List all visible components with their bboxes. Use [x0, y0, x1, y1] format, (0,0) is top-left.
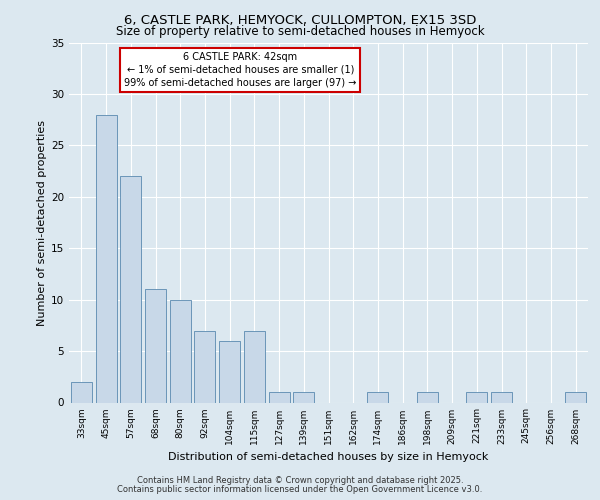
Bar — [170, 300, 191, 403]
Text: Size of property relative to semi-detached houses in Hemyock: Size of property relative to semi-detach… — [116, 25, 484, 38]
Text: Contains HM Land Registry data © Crown copyright and database right 2025.: Contains HM Land Registry data © Crown c… — [137, 476, 463, 485]
Bar — [466, 392, 487, 402]
Bar — [71, 382, 92, 402]
Bar — [244, 330, 265, 402]
Bar — [269, 392, 290, 402]
Bar — [491, 392, 512, 402]
Text: 6, CASTLE PARK, HEMYOCK, CULLOMPTON, EX15 3SD: 6, CASTLE PARK, HEMYOCK, CULLOMPTON, EX1… — [124, 14, 476, 27]
Text: 6 CASTLE PARK: 42sqm
← 1% of semi-detached houses are smaller (1)
99% of semi-de: 6 CASTLE PARK: 42sqm ← 1% of semi-detach… — [124, 52, 356, 88]
Bar — [367, 392, 388, 402]
Bar — [194, 330, 215, 402]
Bar — [120, 176, 141, 402]
Text: Contains public sector information licensed under the Open Government Licence v3: Contains public sector information licen… — [118, 485, 482, 494]
Bar — [219, 341, 240, 402]
X-axis label: Distribution of semi-detached houses by size in Hemyock: Distribution of semi-detached houses by … — [169, 452, 488, 462]
Bar — [565, 392, 586, 402]
Bar — [293, 392, 314, 402]
Bar — [145, 290, 166, 403]
Bar — [95, 114, 116, 403]
Y-axis label: Number of semi-detached properties: Number of semi-detached properties — [37, 120, 47, 326]
Bar — [417, 392, 438, 402]
